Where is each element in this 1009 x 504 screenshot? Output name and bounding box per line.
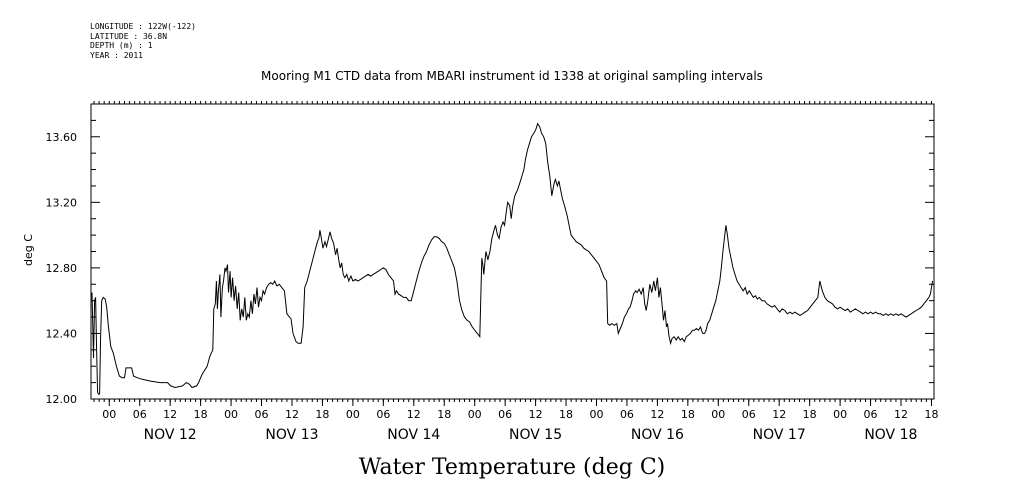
x-tick-label: 18: [194, 408, 208, 421]
x-tick-label: 12: [285, 408, 299, 421]
x-tick-label: 06: [133, 408, 147, 421]
x-tick-label: 06: [742, 408, 756, 421]
y-axis: 12.00 12.40 12.80 13.20 13.60: [46, 103, 934, 406]
x-tick-label: 18: [924, 408, 938, 421]
y-axis-label: deg C: [22, 234, 35, 266]
x-axis-label: Water Temperature (deg C): [359, 455, 666, 480]
x-day-label: NOV 18: [864, 427, 917, 443]
chart-title: Mooring M1 CTD data from MBARI instrumen…: [261, 69, 763, 83]
x-tick-label: 00: [224, 408, 238, 421]
series-line-water-temperature: [91, 122, 933, 395]
y-tick-label: 13.20: [46, 196, 78, 209]
year-text: YEAR : 2011: [90, 50, 143, 60]
x-day-label: NOV 14: [387, 427, 440, 443]
depth-text: DEPTH (m) : 1: [90, 41, 153, 50]
x-day-label: NOV 13: [265, 427, 318, 443]
x-tick-label: 00: [468, 408, 482, 421]
x-day-label: NOV 15: [509, 427, 562, 443]
station-metadata: LONGITUDE : 122W(-122) LATITUDE : 36.8N …: [90, 22, 196, 60]
x-tick-label: 12: [772, 408, 786, 421]
x-tick-label: 12: [650, 408, 664, 421]
latitude-text: LATITUDE : 36.8N: [90, 31, 168, 41]
x-axis: 00 06 12 18 00 06 12 18 00 06 12 18 00 06 12 18 00 06 12 18…: [93, 101, 938, 443]
x-tick-label: 00: [102, 408, 116, 421]
x-tick-label: 06: [620, 408, 634, 421]
x-tick-label: 18: [315, 408, 329, 421]
x-tick-label: 00: [346, 408, 360, 421]
x-tick-label: 06: [376, 408, 390, 421]
x-tick-label: 12: [163, 408, 177, 421]
x-tick-label: 12: [407, 408, 421, 421]
x-tick-label: 12: [894, 408, 908, 421]
x-tick-label: 18: [559, 408, 573, 421]
x-tick-label: 18: [681, 408, 695, 421]
x-tick-label: 12: [529, 408, 543, 421]
y-tick-label: 13.60: [46, 131, 78, 144]
x-tick-label: 06: [255, 408, 269, 421]
x-tick-label: 06: [498, 408, 512, 421]
x-day-label: NOV 17: [753, 427, 806, 443]
x-tick-label: 00: [711, 408, 725, 421]
longitude-text: LONGITUDE : 122W(-122): [90, 22, 196, 31]
y-tick-label: 12.00: [46, 393, 78, 406]
x-tick-label: 18: [803, 408, 817, 421]
x-tick-label: 00: [589, 408, 603, 421]
x-day-label: NOV 12: [144, 427, 197, 443]
x-tick-label: 06: [864, 408, 878, 421]
y-tick-label: 12.40: [46, 327, 78, 340]
y-tick-label: 12.80: [46, 262, 78, 275]
x-tick-label: 00: [833, 408, 847, 421]
x-day-label: NOV 16: [631, 427, 684, 443]
plot-frame: [90, 103, 935, 400]
x-tick-label: 18: [437, 408, 451, 421]
